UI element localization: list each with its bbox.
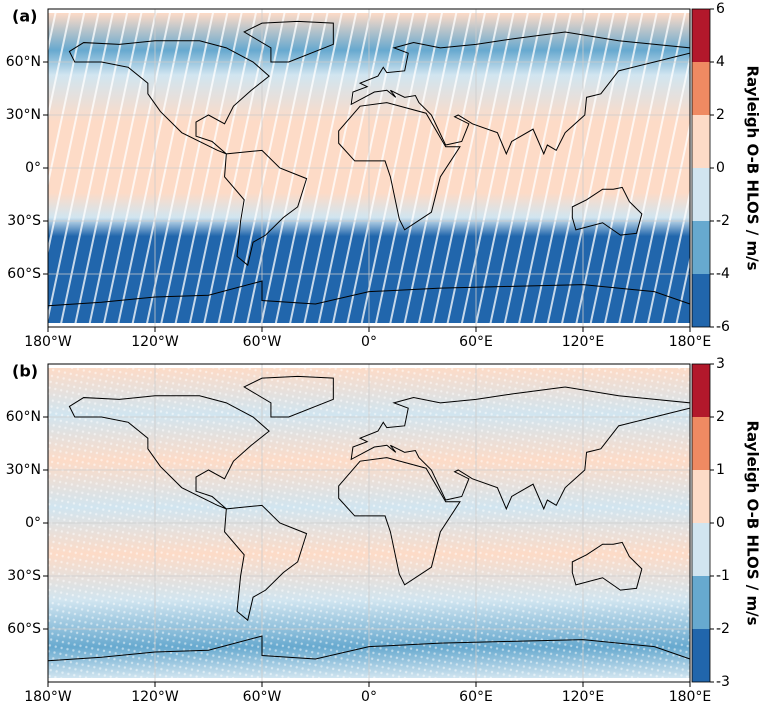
colorbar-segment xyxy=(692,168,710,221)
x-tick-label: 60°W xyxy=(243,334,282,350)
colorbar-tick-label: 3 xyxy=(716,356,725,372)
x-tick-label: 60°E xyxy=(459,689,493,704)
coastline xyxy=(243,20,334,63)
colorbar-tick-label: 4 xyxy=(716,54,725,70)
colorbar-label: Rayleigh O-B HLOS / m/s xyxy=(744,420,762,625)
x-tick-label: 120°E xyxy=(562,334,605,350)
colorbar-tick-label: 0 xyxy=(716,515,725,531)
x-tick-label: 120°W xyxy=(131,334,179,350)
coastline xyxy=(47,280,691,307)
colorbar-tick-label: 1 xyxy=(716,462,725,478)
coastline xyxy=(350,386,691,511)
colorbar-tick-label: 2 xyxy=(716,107,725,123)
colorbar-tick-label: -2 xyxy=(716,621,730,637)
y-tick-label: 0° xyxy=(25,515,41,531)
y-tick-label: 60°S xyxy=(7,266,41,282)
coastline xyxy=(338,457,461,586)
colorbar-segment xyxy=(692,274,710,327)
colorbar-frame xyxy=(691,8,711,328)
coastline xyxy=(338,102,461,231)
coastline xyxy=(68,395,270,510)
x-tick-label: 0° xyxy=(361,689,377,704)
colorbar-tick-label: -4 xyxy=(716,266,730,282)
colorbar-segment xyxy=(692,523,710,576)
map-frame xyxy=(47,8,691,328)
coastline xyxy=(243,375,334,418)
coastline xyxy=(571,541,643,591)
colorbar-segment xyxy=(692,364,710,417)
y-tick-label: 60°N xyxy=(6,409,41,425)
panel-label: (a) xyxy=(12,7,37,26)
y-tick-label: 60°N xyxy=(6,54,41,70)
x-tick-label: 60°E xyxy=(459,334,493,350)
colorbar-segment xyxy=(692,9,710,62)
colorbar-segment xyxy=(692,629,710,682)
x-tick-label: 180°E xyxy=(669,689,712,704)
colorbar-tick-label: -2 xyxy=(716,213,730,229)
x-tick-label: 180°E xyxy=(669,334,712,350)
colorbar-segment xyxy=(692,62,710,115)
y-tick-label: 60°S xyxy=(7,621,41,637)
map-panel: 180°W 120°W 60°W 0° 60°E 120°E 180°E 60°N 30°N 0°… xyxy=(6,1,762,350)
colorbar-segment xyxy=(692,115,710,168)
x-tick-label: 0° xyxy=(361,334,377,350)
panel-label: (b) xyxy=(12,362,38,381)
y-tick-label: 0° xyxy=(25,160,41,176)
y-tick-label: 30°S xyxy=(7,568,41,584)
colorbar-segment xyxy=(692,221,710,274)
y-tick-label: 30°S xyxy=(7,213,41,229)
colorbar-frame xyxy=(691,363,711,683)
colorbar-segment xyxy=(692,470,710,523)
x-tick-label: 60°W xyxy=(243,689,282,704)
colorbar-segment xyxy=(692,417,710,470)
colorbar-label: Rayleigh O-B HLOS / m/s xyxy=(744,65,762,270)
x-tick-label: 180°W xyxy=(24,334,72,350)
colorbar-tick-label: 6 xyxy=(716,1,725,17)
x-tick-label: 120°E xyxy=(562,689,605,704)
coastline xyxy=(571,186,643,236)
coastline xyxy=(68,40,270,155)
colorbar-tick-label: 0 xyxy=(716,160,725,176)
colorbar-segment xyxy=(692,576,710,629)
colorbar-tick-label: -6 xyxy=(716,319,730,335)
x-tick-label: 120°W xyxy=(131,689,179,704)
colorbar-tick-label: -3 xyxy=(716,674,730,690)
x-tick-label: 180°W xyxy=(24,689,72,704)
colorbar-tick-label: -1 xyxy=(716,568,730,584)
y-tick-label: 30°N xyxy=(6,462,41,478)
colorbar-tick-label: 2 xyxy=(716,409,725,425)
coastline xyxy=(47,635,691,662)
y-tick-label: 30°N xyxy=(6,107,41,123)
coastline xyxy=(224,504,308,622)
coastline xyxy=(350,31,691,156)
coastline xyxy=(224,149,308,267)
map-panel: 180°W 120°W 60°W 0° 60°E 120°E 180°E 60°N 30°N 0°… xyxy=(6,356,762,704)
map-frame xyxy=(47,363,691,683)
